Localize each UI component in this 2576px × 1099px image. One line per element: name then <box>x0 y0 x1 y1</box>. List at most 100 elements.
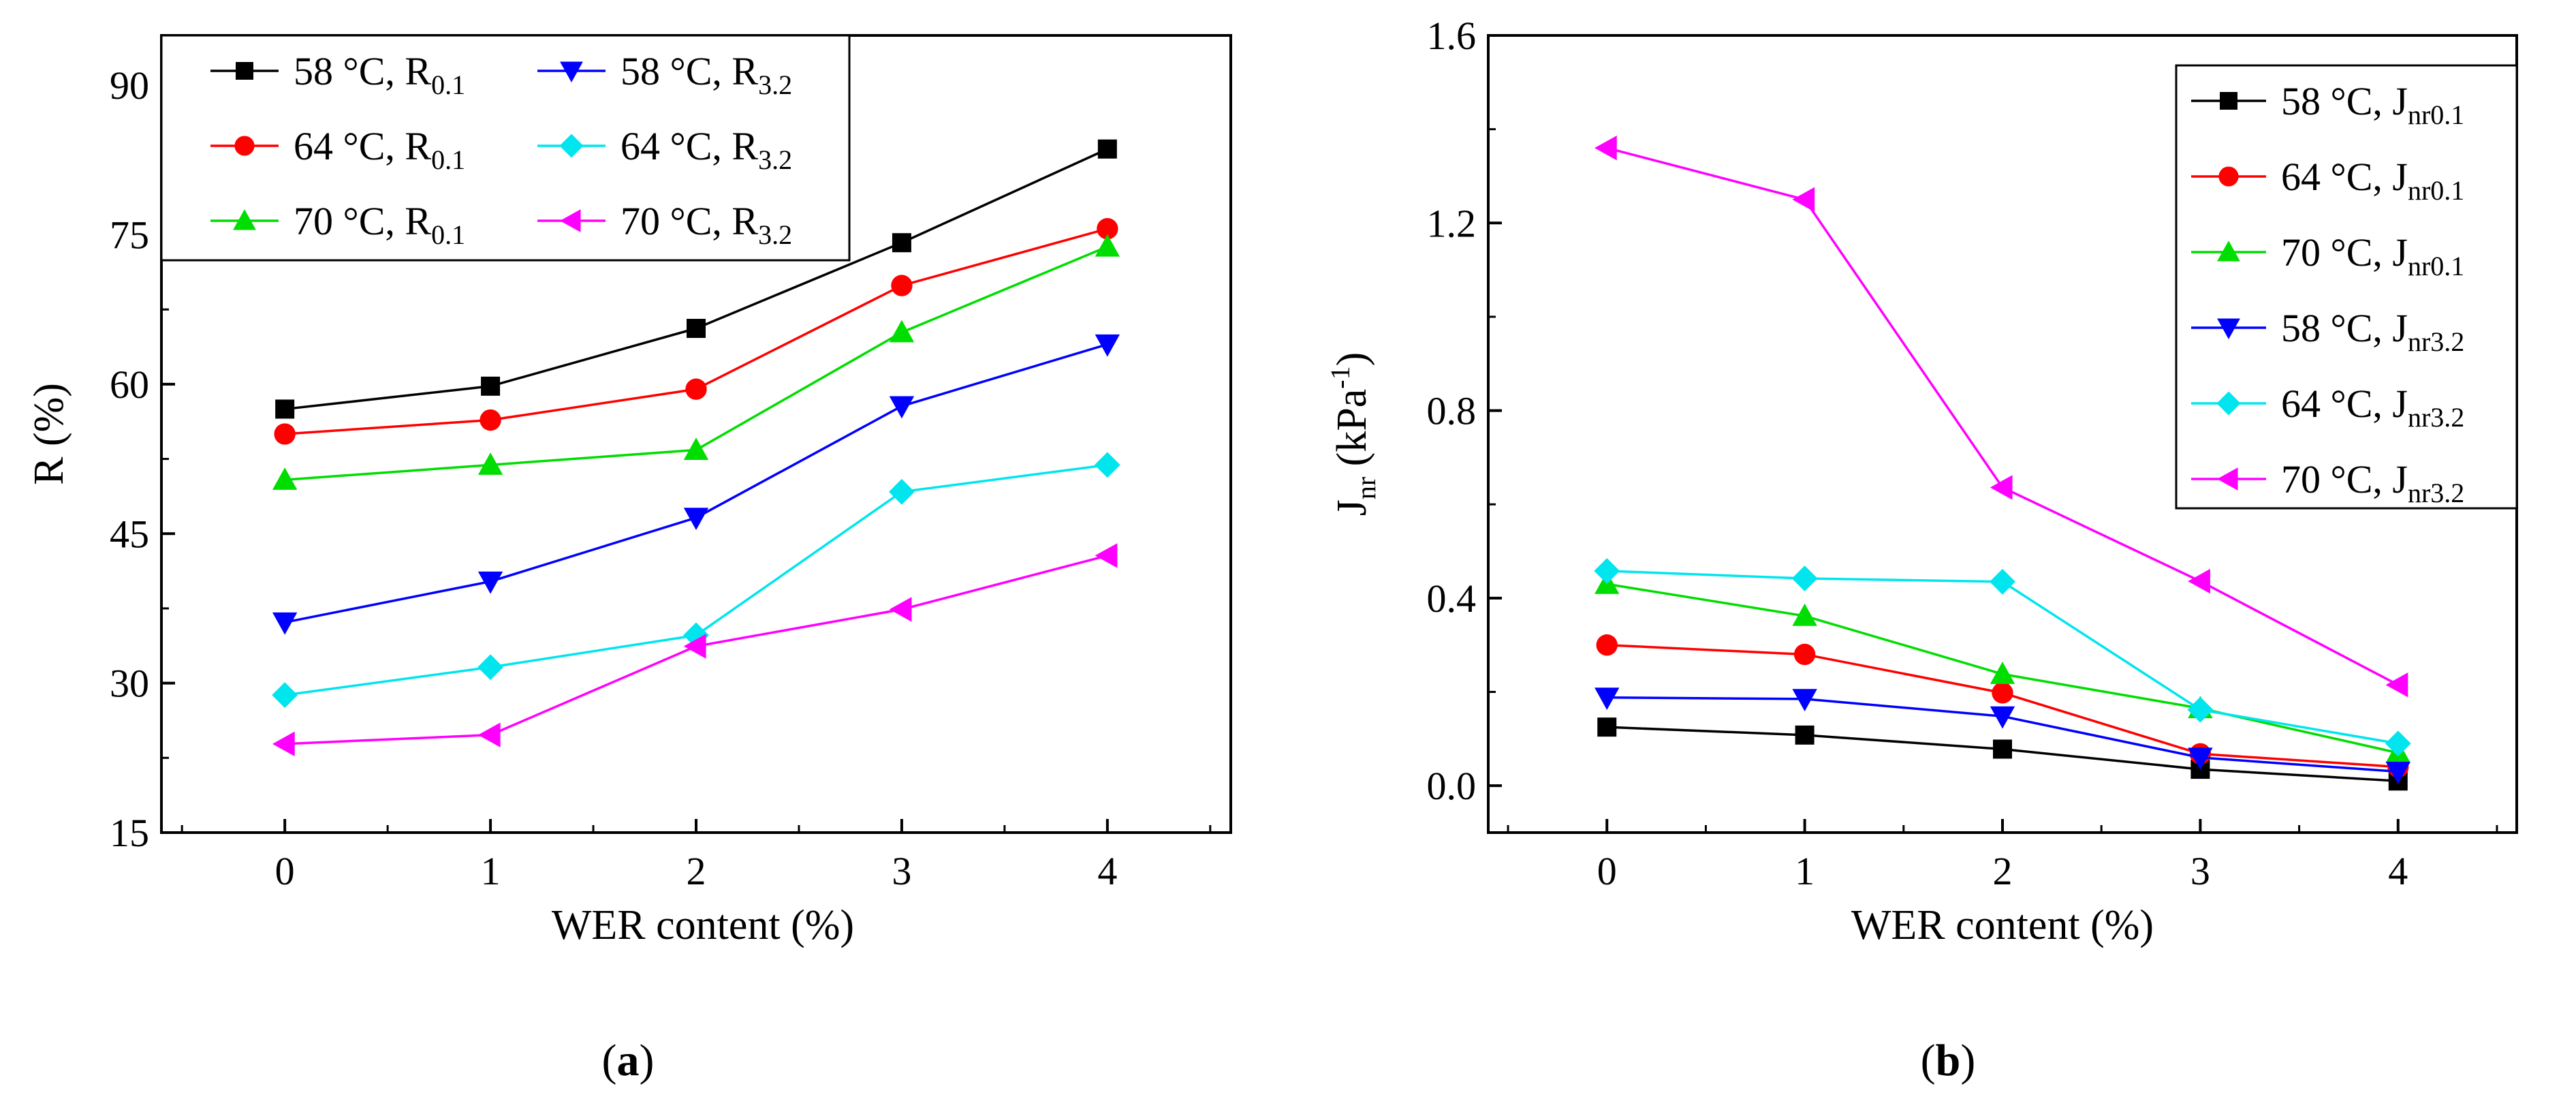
data-point <box>477 452 503 475</box>
data-point <box>1990 475 2013 500</box>
data-point <box>1990 662 2015 684</box>
legend-marker <box>2217 467 2238 491</box>
legend-item: 64 °C, R0.1 <box>210 124 465 175</box>
x-tick-label: 0 <box>275 849 295 893</box>
legend-a: 58 °C, R0.1 64 °C, R0.1 70 °C, R0.1 58 °C, … <box>160 34 851 262</box>
data-point <box>891 275 913 296</box>
legend-label: 58 °C, Jnr3.2 <box>2281 306 2464 357</box>
data-point <box>1596 634 1618 656</box>
data-point <box>1597 717 1617 737</box>
legend-marker <box>2217 318 2240 339</box>
y-tick-label: 1.6 <box>1427 14 1477 58</box>
x-tick-label: 4 <box>1097 849 1117 893</box>
legend-item: 70 °C, R3.2 <box>537 199 792 250</box>
data-point <box>889 597 912 622</box>
data-point <box>1595 687 1620 710</box>
legend-label: 70 °C, R0.1 <box>294 199 465 250</box>
legend-label: 64 °C, Jnr0.1 <box>2281 155 2464 206</box>
y-tick-label: 0.0 <box>1427 764 1477 808</box>
legend-marker <box>2218 166 2239 187</box>
data-point <box>272 682 298 709</box>
data-point <box>683 634 706 659</box>
series <box>1595 135 2408 698</box>
legend-marker <box>233 209 256 230</box>
data-point <box>1990 568 2015 595</box>
data-point <box>481 376 501 396</box>
legend-item: 58 °C, R3.2 <box>537 49 792 100</box>
x-tick-label: 2 <box>687 849 706 893</box>
series-group-a <box>272 139 1120 757</box>
data-point <box>687 318 706 338</box>
panel-label-b: (b) <box>1921 1036 1976 1085</box>
legend-marker <box>560 61 583 82</box>
chart-panel-a: WER content (%) R (%) 0 1 2 3 4 15 30 45 60 75 90… <box>26 34 1232 1085</box>
data-point <box>685 378 707 400</box>
data-point <box>892 233 911 253</box>
legend-item: 58 °C, Jnr3.2 <box>2191 306 2464 357</box>
series <box>272 334 1120 635</box>
legend-label: 64 °C, Jnr3.2 <box>2281 382 2464 433</box>
data-point <box>1595 135 1617 161</box>
data-point <box>2188 568 2210 594</box>
data-point <box>272 612 298 635</box>
legend-item: 64 °C, Jnr3.2 <box>2191 382 2464 433</box>
data-point <box>1990 706 2015 729</box>
series <box>1594 558 2411 757</box>
series <box>272 234 1120 490</box>
series <box>272 543 1118 757</box>
data-point <box>1095 543 1118 568</box>
data-point <box>1792 689 1817 712</box>
x-tick-label: 1 <box>481 849 501 893</box>
chart-panel-b: WER content (%) Jnr (kPa-1) 0 1 2 3 4 0.0 0.4… <box>1325 14 2518 1085</box>
legend-label: 64 °C, R3.2 <box>621 124 792 175</box>
x-tick-label: 3 <box>2190 849 2210 893</box>
data-point <box>477 571 503 594</box>
data-point <box>1097 139 1117 159</box>
data-point <box>1095 334 1120 357</box>
data-point <box>2187 696 2214 723</box>
legend-label: 64 °C, R0.1 <box>294 124 465 175</box>
data-point <box>1095 234 1120 257</box>
series <box>1597 717 2408 791</box>
x-tick-label: 0 <box>1597 849 1617 893</box>
data-point <box>683 437 709 460</box>
legend-item: 58 °C, Jnr0.1 <box>2191 79 2464 130</box>
y-tick-label: 0.4 <box>1427 576 1477 621</box>
y-tick-label: 75 <box>110 213 149 258</box>
x-axis-label-b: WER content (%) <box>1851 902 2154 948</box>
data-point <box>889 478 915 505</box>
data-point <box>1792 187 1815 213</box>
data-point <box>2188 747 2213 771</box>
x-tick-label: 2 <box>1993 849 2013 893</box>
y-tick-label: 90 <box>110 63 149 108</box>
legend-item: 58 °C, R0.1 <box>210 49 465 100</box>
legend-marker <box>234 136 255 156</box>
legend-marker <box>2216 391 2241 416</box>
legend-label: 70 °C, Jnr0.1 <box>2281 230 2464 281</box>
y-tick-label: 0.8 <box>1427 389 1477 433</box>
legend-item: 64 °C, Jnr0.1 <box>2191 155 2464 206</box>
series-group-b <box>1594 135 2411 791</box>
x-tick-label: 3 <box>892 849 911 893</box>
data-point <box>477 722 501 747</box>
y-tick-label: 1.2 <box>1427 201 1477 245</box>
legend-marker <box>236 62 253 80</box>
x-axis-label-a: WER content (%) <box>552 902 854 948</box>
data-point <box>1792 603 1817 626</box>
legend-label: 58 °C, R0.1 <box>294 49 465 100</box>
data-point <box>1793 643 1816 666</box>
legend-marker <box>560 209 581 232</box>
legend-marker <box>559 134 584 158</box>
data-point <box>889 396 915 419</box>
y-axis-label-a: R (%) <box>26 383 72 485</box>
data-point <box>1094 452 1120 478</box>
data-point <box>2385 730 2411 757</box>
data-point <box>1992 682 2013 704</box>
x-tick-label: 1 <box>1795 849 1815 893</box>
legend-item: 70 °C, R0.1 <box>210 199 465 250</box>
legend-item: 64 °C, R3.2 <box>537 124 792 175</box>
y-tick-label: 60 <box>110 362 149 407</box>
legend-marker <box>2217 241 2240 262</box>
data-point <box>272 467 298 490</box>
